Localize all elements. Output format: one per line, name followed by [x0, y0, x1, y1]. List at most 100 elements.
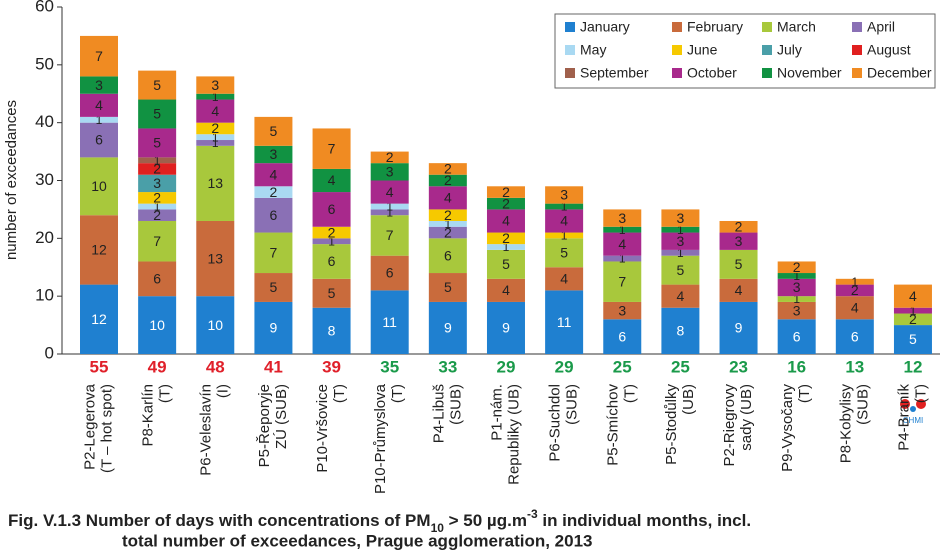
total-label: 13	[845, 357, 864, 376]
segment-label: 1	[677, 223, 684, 237]
segment-label: 9	[444, 320, 452, 336]
total-label: 25	[671, 357, 690, 376]
segment-label: 3	[560, 187, 568, 203]
legend-swatch	[672, 45, 682, 55]
bar-segment	[138, 174, 177, 193]
segment-label: 5	[270, 123, 278, 139]
segment-label: 3	[735, 233, 743, 249]
bar-segment	[312, 226, 351, 239]
bar-segment	[486, 244, 525, 250]
bar-segment	[254, 273, 293, 302]
segment-label: 1	[793, 292, 800, 306]
bar-segment	[254, 163, 293, 187]
segment-label: 1	[212, 136, 219, 150]
segment-label: 2	[444, 161, 452, 177]
y-tick-label: 0	[45, 343, 54, 362]
legend-swatch	[762, 68, 772, 78]
bar-segment	[254, 186, 293, 198]
bar-segment	[312, 238, 351, 245]
bar-segment	[138, 209, 177, 221]
bar-segment	[370, 180, 409, 204]
bar-segment	[80, 35, 118, 77]
segment-label: 2	[444, 224, 452, 240]
segment-label: 2	[502, 184, 510, 200]
x-tick-label: P8-Karlín	[140, 384, 157, 447]
x-tick-label: (T)	[622, 384, 639, 403]
segment-label: 2	[735, 218, 743, 234]
bar-segment	[545, 232, 584, 239]
bar-segment	[254, 232, 293, 274]
segment-label: 4	[735, 282, 743, 298]
segment-label: 5	[153, 77, 161, 93]
bar-segment	[661, 255, 700, 285]
x-tick-label: (T)	[912, 384, 929, 403]
y-tick-label: 50	[35, 54, 54, 73]
segment-label: 2	[793, 259, 801, 275]
segment-label: 4	[502, 282, 510, 298]
bar-segment	[486, 278, 525, 302]
segment-label: 11	[557, 314, 572, 330]
x-tick-label: P2-Legerova	[81, 383, 98, 470]
segment-label: 5	[444, 279, 452, 295]
segment-label: 10	[207, 317, 223, 333]
segment-label: 1	[154, 200, 161, 214]
segment-label: 4	[211, 103, 219, 119]
segment-label: 9	[270, 320, 278, 336]
bar-segment	[138, 203, 177, 210]
total-label: 16	[787, 357, 806, 376]
x-tick-label: P4-Braník	[895, 384, 912, 451]
bar-segment	[777, 319, 816, 354]
segment-label: 5	[677, 262, 685, 278]
x-tick-label: sady (UB)	[738, 384, 755, 451]
segment-label: 1	[793, 269, 800, 283]
segment-label: 5	[909, 331, 917, 347]
segment-label: 3	[677, 233, 685, 249]
bar-segment	[777, 301, 816, 320]
x-tick-label: (I)	[215, 384, 232, 398]
bar-segment	[661, 209, 700, 227]
y-tick-label: 60	[35, 0, 54, 15]
segment-label: 2	[502, 195, 510, 211]
total-label: 41	[264, 357, 283, 376]
legend-label: December	[867, 65, 932, 81]
bar-segment	[254, 145, 293, 164]
x-tick-label: (SUB)	[564, 384, 581, 425]
segment-label: 1	[503, 240, 510, 254]
bar-segment	[835, 319, 874, 354]
x-tick-label: (T)	[796, 384, 813, 403]
segment-label: 9	[502, 320, 510, 336]
segment-label: 1	[677, 246, 684, 260]
legend-swatch	[852, 45, 862, 55]
segment-label: 5	[502, 256, 510, 272]
segment-label: 7	[95, 48, 103, 64]
bar-segment	[370, 255, 409, 291]
bar-segment	[196, 93, 235, 100]
bar-segment	[138, 70, 177, 100]
chart-title-line2: total number of exceedances, Prague aggl…	[122, 531, 593, 550]
bar-segment	[719, 249, 758, 279]
bar-segment	[603, 232, 642, 256]
segment-label: 11	[382, 314, 397, 330]
segment-label: 6	[328, 253, 336, 269]
bar-segment	[370, 151, 409, 164]
bar-segment	[428, 220, 467, 227]
bar-segment	[196, 140, 235, 146]
logo-text: CHMI	[903, 416, 923, 425]
bar-segment	[719, 301, 758, 354]
title-part: > 50 µg.m	[444, 511, 527, 530]
title-part: -3	[527, 507, 538, 521]
total-label: 35	[380, 357, 399, 376]
segment-label: 2	[153, 190, 161, 206]
segment-label: 2	[153, 207, 161, 223]
title-part: in individual months, incl.	[538, 511, 751, 530]
bar-segment	[661, 226, 700, 233]
bar-segment	[719, 232, 758, 250]
legend-swatch	[762, 45, 772, 55]
x-tick-label: P5-Stodůlky	[663, 384, 680, 465]
bar-segment	[835, 284, 874, 297]
segment-label: 1	[386, 200, 393, 214]
segment-label: 3	[95, 77, 103, 93]
x-tick-label: P2-Riegrovy	[721, 384, 738, 467]
legend-label: July	[777, 42, 802, 58]
segment-label: 3	[677, 210, 685, 226]
